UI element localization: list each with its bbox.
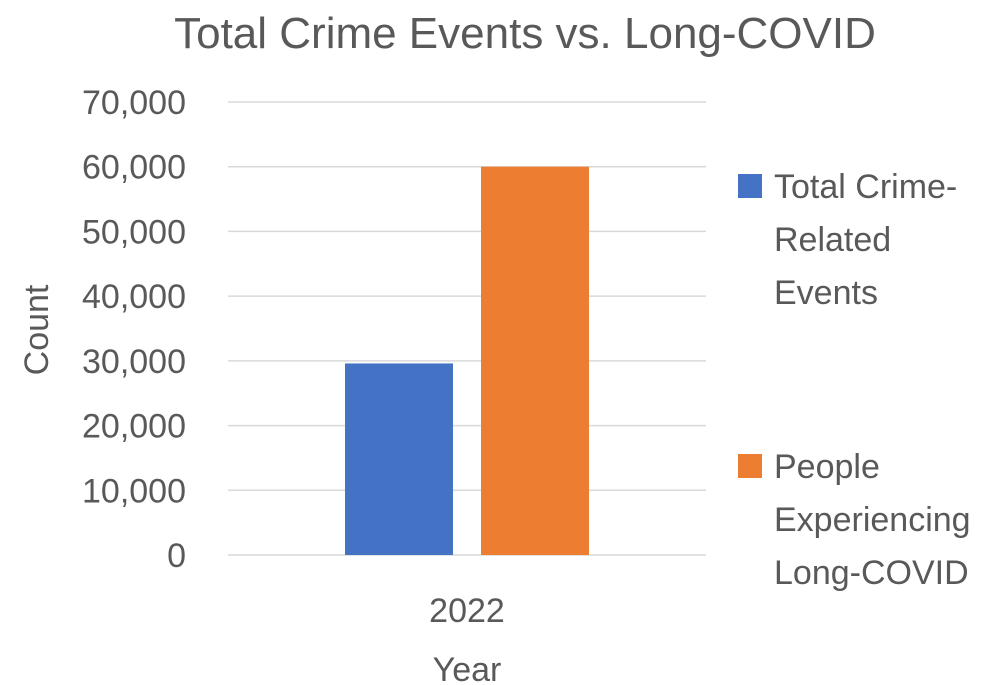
y-tick-label: 20,000	[82, 408, 186, 446]
bar-long-covid	[481, 166, 589, 555]
legend-swatch	[738, 174, 762, 198]
y-tick-label: 10,000	[82, 472, 186, 510]
y-tick-label: 30,000	[82, 343, 186, 381]
y-axis-ticks: 0 10,000 20,000 30,000 40,000 50,000 60,000 70,…	[82, 84, 186, 575]
chart-title: Total Crime Events vs. Long-COVID	[174, 9, 876, 58]
legend: Total Crime-Related Events People Experienc…	[738, 168, 971, 592]
y-tick-label: 0	[167, 537, 186, 575]
gridlines	[228, 101, 706, 556]
legend-label: Total Crime-Related Events	[774, 168, 957, 312]
y-tick-label: 70,000	[82, 84, 186, 122]
x-axis-title: Year	[433, 651, 502, 685]
legend-label: People Experiencing Long-COVID	[774, 448, 971, 592]
x-tick-label: 2022	[429, 592, 505, 630]
y-tick-label: 60,000	[82, 149, 186, 187]
y-tick-label: 50,000	[82, 213, 186, 251]
legend-swatch	[738, 454, 762, 478]
bar-crime-events	[345, 363, 453, 555]
y-tick-label: 40,000	[82, 278, 186, 316]
bars	[345, 166, 589, 555]
x-axis-ticks: 2022	[429, 592, 505, 630]
y-axis-title: Count	[18, 284, 56, 375]
